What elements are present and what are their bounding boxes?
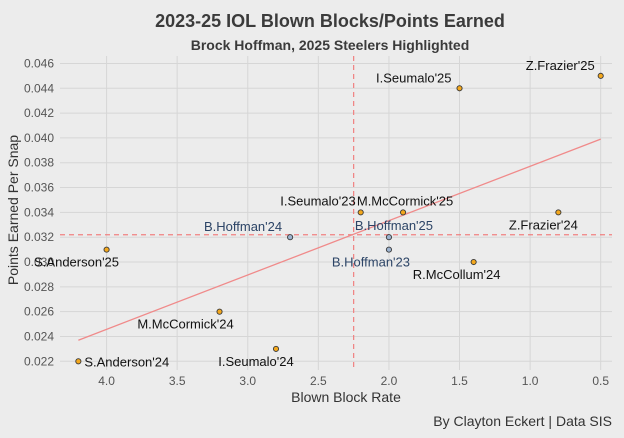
data-point-label: M.McCormick'25 <box>357 193 453 208</box>
highlighted-data-point <box>385 246 392 253</box>
y-tick-label: 0.046 <box>24 56 54 70</box>
data-point <box>597 72 604 79</box>
highlighted-data-point <box>385 234 392 241</box>
x-tick-label: 1.5 <box>451 374 468 388</box>
data-point <box>75 358 82 365</box>
y-tick-label: 0.032 <box>24 230 54 244</box>
chart-subtitle: Brock Hoffman, 2025 Steelers Highlighted <box>191 37 470 53</box>
data-point-label: Z.Frazier'24 <box>509 217 578 232</box>
x-tick-label: 3.0 <box>239 374 256 388</box>
x-tick-label: 1.0 <box>522 374 539 388</box>
x-tick-label: 4.0 <box>98 374 115 388</box>
x-tick-label: 0.5 <box>592 374 609 388</box>
y-tick-label: 0.038 <box>24 156 54 170</box>
highlighted-data-point <box>287 234 294 241</box>
data-point <box>555 209 562 216</box>
data-point <box>456 85 463 92</box>
data-point-label: I.Seumalo'25 <box>376 70 451 85</box>
y-axis-label: Points Earned Per Snap <box>5 135 21 285</box>
x-tick-label: 3.5 <box>169 374 186 388</box>
data-point-label: M.McCormick'24 <box>137 317 233 332</box>
data-point-label: B.Hoffman'25 <box>355 218 433 233</box>
y-tick-label: 0.036 <box>24 181 54 195</box>
plot-area: 0.022 0.024 0.026 0.028 0.030 0.032 0.034 0.036… <box>24 56 612 388</box>
data-point-label: I.Seumalo'23 <box>280 193 355 208</box>
data-point-label: S.Anderson'24 <box>84 354 169 369</box>
data-point <box>103 246 110 253</box>
data-point-label: B.Hoffman'23 <box>332 255 410 270</box>
y-tick-label: 0.034 <box>24 205 54 219</box>
data-point-label: R.McCollum'24 <box>413 267 501 282</box>
data-point-label: Z.Frazier'25 <box>526 58 595 73</box>
chart-caption: By Clayton Eckert | Data SIS <box>433 413 612 429</box>
y-tick-label: 0.044 <box>24 81 54 95</box>
y-tick-label: 0.042 <box>24 106 54 120</box>
data-point-label: B.Hoffman'24 <box>204 219 282 234</box>
y-tick-label: 0.030 <box>24 255 54 269</box>
x-tick-label: 2.0 <box>381 374 398 388</box>
data-point <box>272 345 280 352</box>
chart-title: 2023-25 IOL Blown Blocks/Points Earned <box>155 11 505 31</box>
y-tick-label: 0.028 <box>24 280 54 294</box>
data-point <box>357 209 364 216</box>
data-point-label: I.Seumalo'24 <box>218 354 293 369</box>
trend-line <box>78 138 601 341</box>
data-point <box>400 209 407 216</box>
y-tick-label: 0.024 <box>24 329 54 343</box>
data-point-label: S.Anderson'25 <box>34 255 119 270</box>
data-point <box>216 308 223 315</box>
x-axis-label: Blown Block Rate <box>291 389 401 405</box>
y-tick-label: 0.040 <box>24 131 54 145</box>
y-tick-label: 0.022 <box>24 354 54 368</box>
y-tick-label: 0.026 <box>24 305 54 319</box>
data-point <box>470 258 477 266</box>
x-tick-label: 2.5 <box>310 374 327 388</box>
